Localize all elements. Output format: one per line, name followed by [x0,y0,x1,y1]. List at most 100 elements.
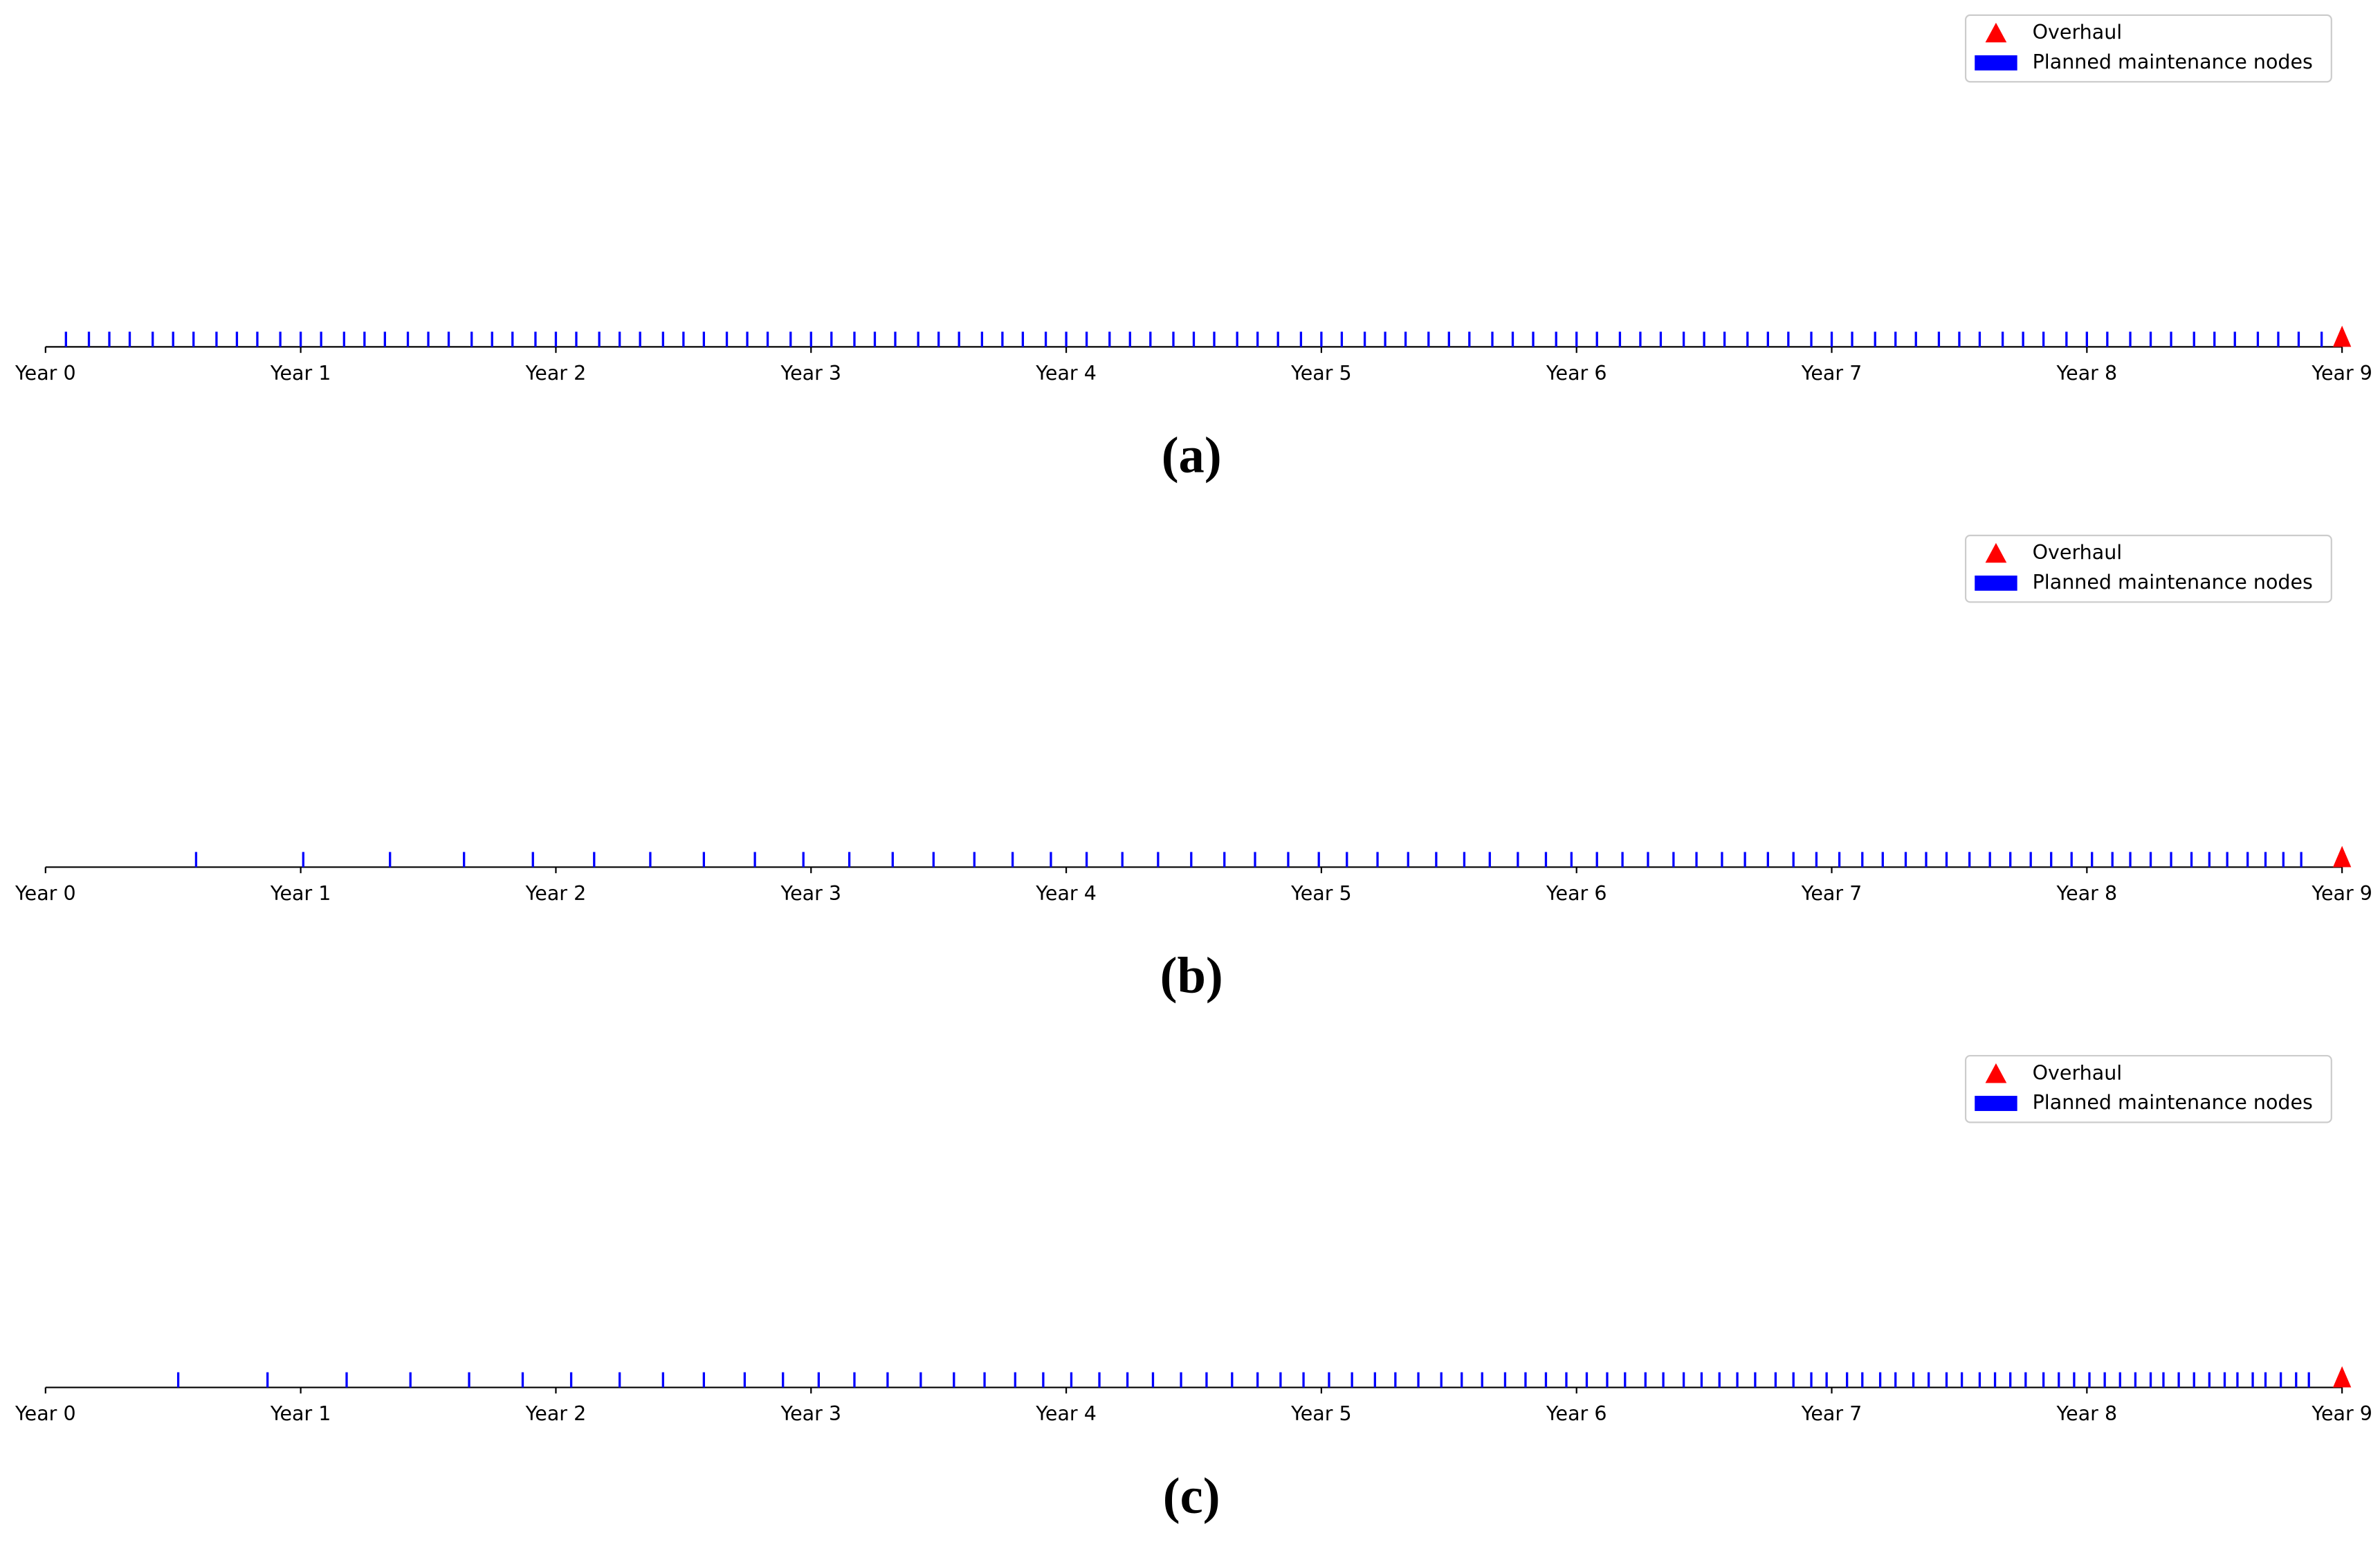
maintenance-node [1517,852,1519,868]
maintenance-node [1121,852,1124,868]
x-tick-label: Year 8 [2056,362,2118,385]
legend-frame [1964,14,2332,83]
maintenance-node [2106,331,2109,347]
legend-label: Overhaul [2033,541,2123,564]
maintenance-node [782,1372,785,1388]
maintenance-node [1787,331,1790,347]
maintenance-node [2118,1372,2121,1388]
maintenance-node [1407,852,1409,868]
x-tick-label: Year 3 [780,1402,841,1425]
caption: (c) [1163,1468,1220,1525]
maintenance-node [1575,331,1578,347]
maintenance-node [2170,331,2172,347]
maintenance-node [1736,1372,1739,1388]
maintenance-node [817,1372,820,1388]
maintenance-node [1276,331,1279,347]
maintenance-node [2213,331,2216,347]
maintenance-node [2208,1372,2211,1388]
maintenance-node [1815,852,1818,868]
maintenance-node [2085,331,2088,347]
maintenance-node [2256,331,2260,347]
maintenance-node [1126,1372,1129,1388]
maintenance-node [1928,1372,1930,1388]
maintenance-node [1618,331,1622,347]
maintenance-node [1394,1372,1397,1388]
maintenance-node [1695,852,1698,868]
maintenance-node [176,1372,180,1388]
maintenance-node [2129,852,2132,868]
maintenance-node [953,1372,955,1388]
legend-label: Overhaul [2033,1061,2123,1084]
maintenance-node [1287,852,1290,868]
maintenance-node [1376,852,1379,868]
maintenance-node [1958,331,1961,347]
maintenance-node [2129,331,2132,347]
maintenance-node [1792,852,1795,868]
maintenance-node [1570,852,1573,868]
maintenance-node [1463,852,1466,868]
maintenance-node [2190,852,2193,868]
maintenance-node [128,331,131,347]
maintenance-node [1180,1372,1182,1388]
panel: Year 0 Year 1 Year 2 Year 3 Year 4 Year 5 Year… [15,1054,2372,1525]
maintenance-node [2009,852,2012,868]
x-tick-label: Year 8 [2056,1402,2118,1425]
maintenance-node [2070,852,2073,868]
legend-swatch [1975,1096,2017,1111]
maintenance-node [1792,1372,1795,1388]
maintenance-node [152,331,154,347]
maintenance-node [1373,1372,1376,1388]
maintenance-node [1157,852,1160,868]
legend-label: Overhaul [2033,21,2123,44]
maintenance-node [2088,1372,2091,1388]
maintenance-node [2058,1372,2060,1388]
maintenance-node [2022,331,2024,347]
x-tick-label: Year 5 [1290,882,1352,905]
maintenance-node [2091,852,2094,868]
maintenance-node [848,852,851,868]
maintenance-node [661,1372,664,1388]
x-tick-label: Year 4 [1035,1402,1097,1425]
maintenance-node [1128,331,1131,347]
legend: Overhaul Planned maintenance nodes [1964,14,2332,83]
maintenance-node [320,331,322,347]
x-tick-label: Year 2 [525,362,587,385]
x-tick-label: Year 0 [15,362,76,385]
maintenance-node [2001,331,2004,347]
maintenance-node [1213,331,1216,347]
maintenance-node [1021,331,1025,347]
maintenance-node [2193,331,2195,347]
legend-swatch [1985,542,2007,563]
maintenance-node [2177,1372,2180,1388]
maintenance-node [1830,331,1833,347]
maintenance-node [1682,1372,1685,1388]
maintenance-node [1925,852,1928,868]
maintenance-node [1279,1372,1282,1388]
maintenance-node [1595,852,1598,868]
maintenance-node [2042,1372,2045,1388]
maintenance-node [2111,852,2114,868]
maintenance-node [598,331,601,347]
maintenance-node [1937,331,1941,347]
maintenance-node [299,331,302,347]
x-tick-label: Year 7 [1801,1402,1862,1425]
maintenance-node [1524,1372,1527,1388]
maintenance-node [1968,852,1971,868]
maintenance-node [1491,331,1494,347]
maintenance-node [1659,331,1663,347]
maintenance-node [1001,331,1004,347]
maintenance-node [809,331,812,347]
maintenance-node [575,331,578,347]
maintenance-node [661,331,664,347]
maintenance-node [1299,331,1303,347]
maintenance-node [802,852,805,868]
maintenance-node [1718,1372,1721,1388]
maintenance-node [1011,852,1014,868]
x-tick-label: Year 9 [2311,362,2372,385]
maintenance-node [194,852,198,868]
maintenance-node [1544,852,1548,868]
maintenance-node [891,852,894,868]
maintenance-node [1384,331,1386,347]
x-tick-label: Year 1 [270,1402,331,1425]
